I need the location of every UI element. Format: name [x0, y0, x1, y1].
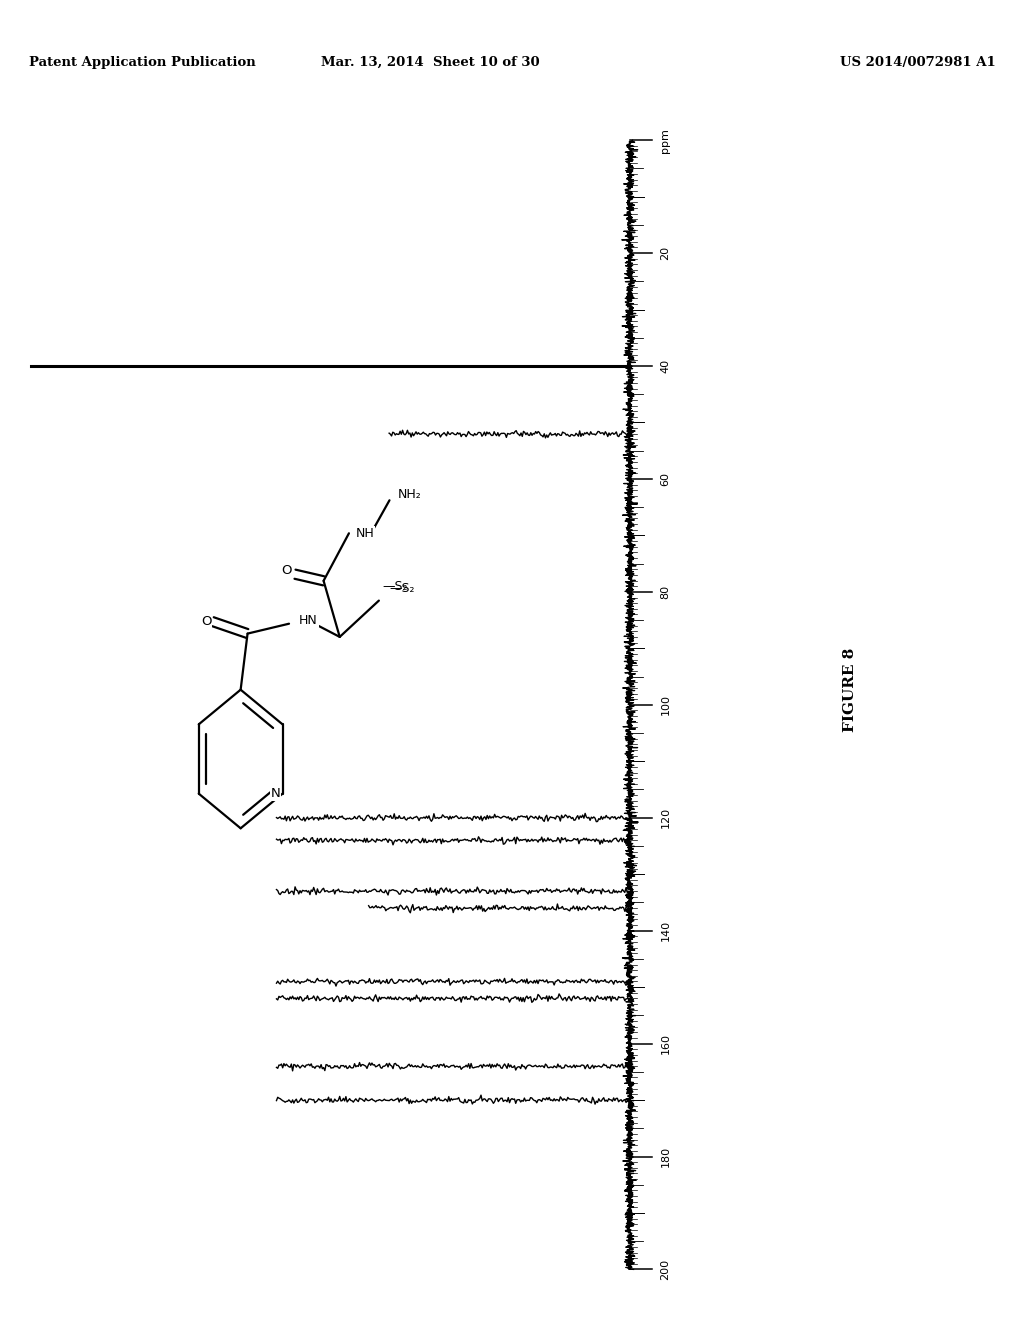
Text: Patent Application Publication: Patent Application Publication — [29, 55, 255, 69]
Text: NH: NH — [356, 527, 375, 540]
Text: NH₂: NH₂ — [397, 488, 422, 502]
Text: US 2014/0072981 A1: US 2014/0072981 A1 — [840, 55, 995, 69]
Text: Mar. 13, 2014  Sheet 10 of 30: Mar. 13, 2014 Sheet 10 of 30 — [321, 55, 540, 69]
Text: 40: 40 — [660, 359, 671, 374]
Text: 60: 60 — [660, 473, 671, 486]
Text: 100: 100 — [660, 694, 671, 715]
Text: 20: 20 — [660, 246, 671, 260]
Text: ppm: ppm — [660, 128, 671, 153]
Text: 120: 120 — [660, 807, 671, 828]
Text: 200: 200 — [660, 1259, 671, 1280]
Text: 180: 180 — [660, 1146, 671, 1167]
Text: 140: 140 — [660, 920, 671, 941]
Text: 80: 80 — [660, 585, 671, 599]
Text: N: N — [270, 787, 281, 800]
Text: —S₂: —S₂ — [389, 582, 415, 595]
Text: O: O — [201, 615, 211, 628]
Text: HN: HN — [299, 614, 317, 627]
Text: —S₂: —S₂ — [383, 579, 409, 593]
Text: FIGURE 8: FIGURE 8 — [843, 648, 857, 731]
Text: O: O — [282, 565, 292, 577]
Text: 160: 160 — [660, 1034, 671, 1055]
